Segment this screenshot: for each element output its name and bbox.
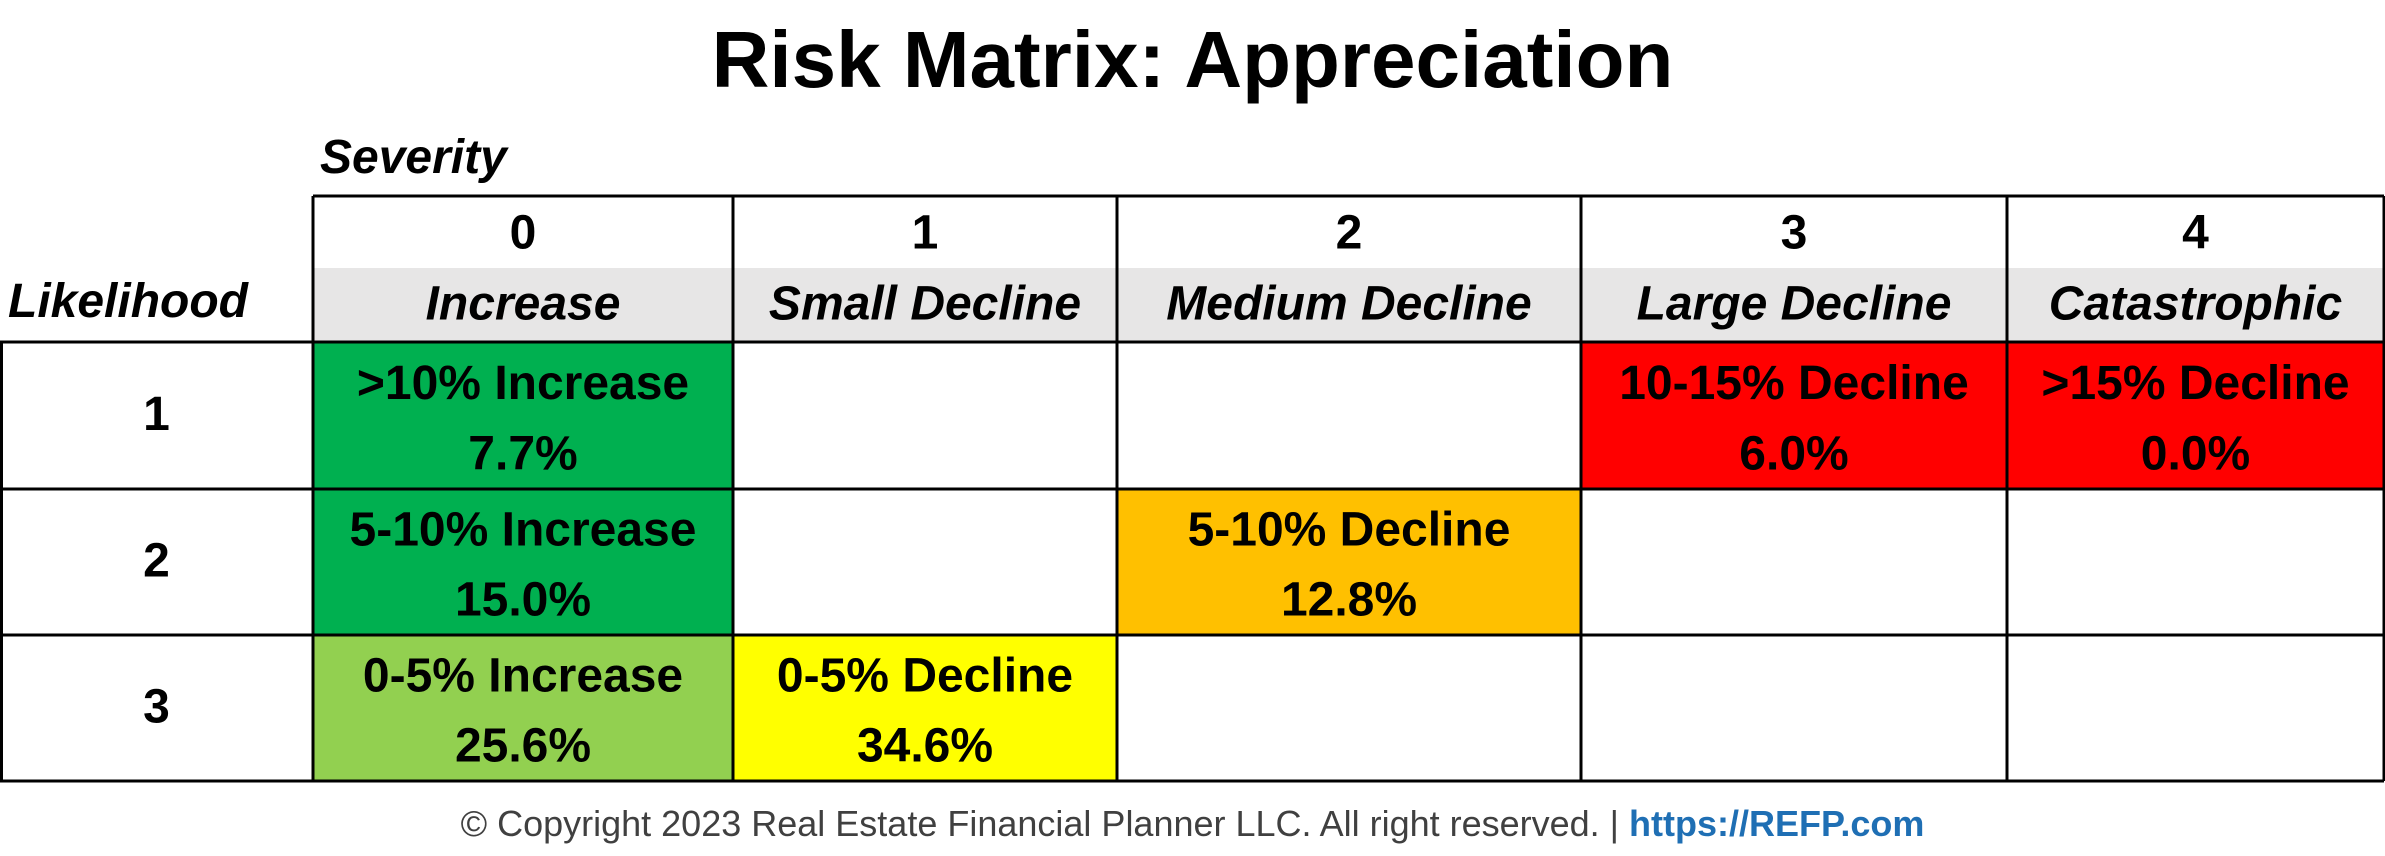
likelihood-number-3: 3 xyxy=(143,681,170,734)
cell-label-r1-c0: >10% Increase xyxy=(357,357,689,410)
severity-number-0: 0 xyxy=(510,207,537,260)
cell-label-r2-c2: 5-10% Decline xyxy=(1188,503,1511,556)
likelihood-axis-label: Likelihood xyxy=(8,275,248,328)
cell-label-r3-c0: 0-5% Increase xyxy=(363,649,683,702)
likelihood-number-1: 1 xyxy=(143,388,170,441)
severity-name-4: Catastrophic xyxy=(2049,278,2342,331)
cell-fill-r3-c1 xyxy=(733,635,1117,781)
cell-value-r1-c0: 7.7% xyxy=(468,427,577,480)
copyright-text: © Copyright 2023 Real Estate Financial P… xyxy=(460,803,1630,844)
cell-fill-r2-c0 xyxy=(313,489,733,635)
severity-name-2: Medium Decline xyxy=(1166,278,1531,331)
cell-value-r1-c4: 0.0% xyxy=(2141,427,2250,480)
chart-title: Risk Matrix: Appreciation xyxy=(711,15,1674,104)
header-band xyxy=(313,268,2384,342)
severity-name-0: Increase xyxy=(426,278,621,331)
cell-fill-r2-c2 xyxy=(1117,489,1581,635)
severity-name-1: Small Decline xyxy=(769,278,1081,331)
footer: © Copyright 2023 Real Estate Financial P… xyxy=(0,800,2385,848)
cell-label-r1-c4: >15% Decline xyxy=(2041,357,2349,410)
severity-number-3: 3 xyxy=(1781,207,1808,260)
severity-number-2: 2 xyxy=(1336,207,1363,260)
risk-matrix: 0 Increase 1 Small Decline 2 Medium Decline 3 L… xyxy=(0,194,2385,783)
likelihood-number-2: 2 xyxy=(143,535,170,588)
cell-label-r2-c0: 5-10% Increase xyxy=(350,503,697,556)
cell-fill-r1-c3 xyxy=(1581,342,2007,489)
cell-fill-r1-c4 xyxy=(2007,342,2384,489)
severity-number-4: 4 xyxy=(2182,207,2209,260)
severity-name-3: Large Decline xyxy=(1637,278,1952,331)
cell-fills xyxy=(313,268,2384,781)
grid-lines xyxy=(0,194,2385,783)
severity-axis-label: Severity xyxy=(320,131,507,184)
website-link[interactable]: https://REFP.com xyxy=(1629,803,1925,844)
severity-number-1: 1 xyxy=(912,207,939,260)
cell-value-r3-c1: 34.6% xyxy=(857,720,993,773)
cell-value-r2-c2: 12.8% xyxy=(1281,574,1417,627)
cell-texts: 0 Increase 1 Small Decline 2 Medium Decline 3 L… xyxy=(143,207,2349,773)
cell-value-r3-c0: 25.6% xyxy=(455,720,591,773)
cell-fill-r1-c0 xyxy=(313,342,733,489)
cell-fill-r3-c0 xyxy=(313,635,733,781)
cell-label-r3-c1: 0-5% Decline xyxy=(777,649,1073,702)
cell-value-r2-c0: 15.0% xyxy=(455,574,591,627)
cell-label-r1-c3: 10-15% Decline xyxy=(1619,357,1969,410)
cell-value-r1-c3: 6.0% xyxy=(1739,427,1848,480)
